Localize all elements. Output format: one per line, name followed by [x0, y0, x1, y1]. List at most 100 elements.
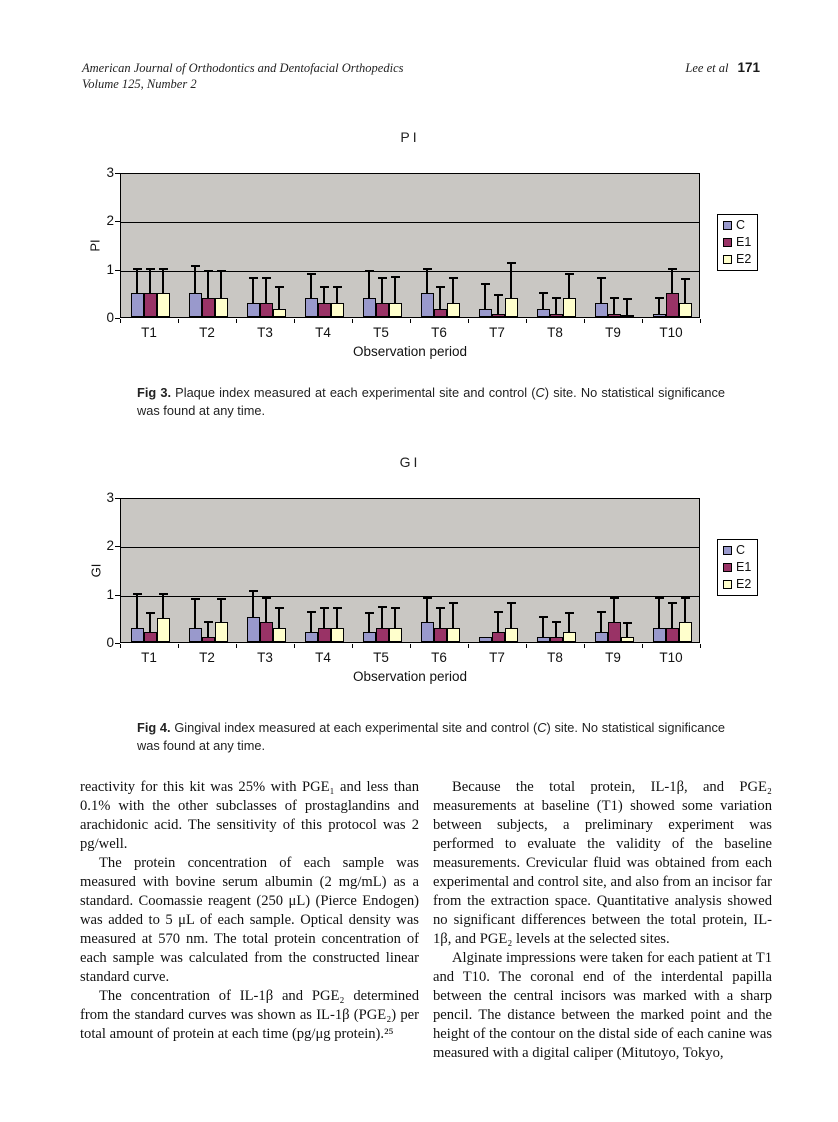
bar-E2-T2	[214, 297, 228, 317]
x-category-label: T8	[547, 650, 563, 665]
error-bar-cap	[248, 590, 258, 593]
error-bar-E1-T7	[497, 612, 499, 633]
x-tick-mark	[642, 319, 643, 323]
y-axis-label: PI	[87, 238, 103, 252]
error-bar-E1-T10	[671, 603, 673, 628]
journal-info: American Journal of Orthodontics and Den…	[82, 60, 404, 92]
bar-E2-T4	[330, 302, 344, 317]
error-bar-E1-T2	[207, 621, 209, 638]
body-paragraph: Because the total protein, IL-1β, and PG…	[433, 779, 772, 947]
x-category-label: T1	[141, 650, 157, 665]
error-bar-E1-T9	[613, 297, 615, 314]
error-bar-cap	[422, 596, 432, 599]
bar-C-T4	[304, 632, 318, 642]
error-bar-E1-T3	[265, 278, 267, 303]
legend-label: E2	[736, 577, 752, 591]
y-tick-label: 3	[106, 165, 114, 180]
bar-C-T4	[304, 297, 318, 317]
error-bar-E1-T6	[439, 608, 441, 628]
error-bar-cap	[132, 267, 142, 270]
error-bar-cap	[377, 277, 387, 280]
y-tick-label: 1	[106, 261, 114, 277]
y-axis-label: GI	[88, 563, 104, 577]
figure-4-caption-text-end: ) site. No statistical significance was …	[137, 720, 725, 753]
legend-entry-C: C	[723, 219, 751, 232]
error-bar-cap	[319, 607, 329, 610]
x-axis-label: Observation period	[352, 669, 468, 684]
x-category-label: T6	[431, 325, 447, 340]
x-tick-mark	[526, 319, 527, 323]
y-tick-label: 3	[106, 490, 114, 505]
bar-E2-T8	[562, 632, 576, 642]
error-bar-C-T6	[426, 268, 428, 293]
bar-E2-T1	[156, 292, 170, 317]
legend-label: C	[736, 218, 746, 232]
bar-E2-T3	[272, 308, 286, 317]
figure-3-caption: Fig 3. Plaque index measured at each exp…	[137, 384, 725, 419]
error-bar-E1-T6	[439, 287, 441, 309]
y-tick-label: 2	[106, 213, 114, 229]
error-bar-cap	[448, 602, 458, 605]
error-bar-cap	[564, 612, 574, 614]
bar-C-T9	[594, 632, 608, 642]
bar-C-T7	[478, 308, 492, 317]
gridline	[121, 595, 699, 597]
error-bar-cap	[667, 267, 677, 270]
error-bar-cap	[261, 596, 271, 599]
x-tick-mark	[410, 319, 411, 323]
legend-label: E1	[736, 235, 752, 249]
y-tick-mark	[115, 498, 120, 499]
x-category-label: T2	[199, 650, 215, 665]
x-category-label: T2	[199, 325, 215, 340]
figure-4-caption-italic: C	[537, 720, 547, 735]
bar-C-T5	[362, 297, 376, 317]
page-number: 171	[737, 60, 760, 75]
chart-title: PI	[400, 129, 420, 145]
error-bar-cap	[319, 286, 329, 289]
error-bar-cap	[274, 607, 284, 610]
error-bar-cap	[448, 277, 458, 280]
bar-E2-T3	[272, 627, 286, 642]
bar-C-T2	[188, 292, 202, 317]
error-bar-E1-T4	[323, 287, 325, 303]
error-bar-E2-T2	[220, 598, 222, 622]
x-category-label: T10	[659, 325, 683, 340]
error-bar-E2-T9	[626, 622, 628, 638]
x-category-label: T1	[141, 325, 157, 340]
error-bar-C-T2	[194, 266, 196, 293]
x-tick-mark	[352, 644, 353, 648]
bar-E2-T9	[620, 314, 634, 317]
bar-C-T2	[188, 627, 202, 642]
error-bar-cap	[332, 286, 342, 289]
error-bar-E1-T7	[497, 295, 499, 314]
error-bar-C-T1	[136, 593, 138, 628]
error-bar-E2-T6	[452, 278, 454, 303]
error-bar-cap	[680, 596, 690, 599]
journal-title: American Journal of Orthodontics and Den…	[82, 61, 404, 75]
bar-E1-T2	[201, 637, 215, 642]
legend-label: C	[736, 543, 746, 557]
x-tick-mark	[584, 644, 585, 648]
x-tick-mark	[236, 319, 237, 323]
x-tick-mark	[294, 644, 295, 648]
x-tick-mark	[468, 319, 469, 323]
error-bar-E1-T8	[555, 621, 557, 638]
y-tick-mark	[115, 546, 120, 548]
bar-E1-T6	[433, 308, 447, 317]
x-category-label: T3	[257, 650, 273, 665]
error-bar-cap	[680, 278, 690, 281]
bar-E1-T3	[259, 302, 273, 317]
error-bar-cap	[435, 607, 445, 610]
chart-legend: C E1 E2	[717, 539, 759, 596]
bar-E1-T7	[491, 313, 505, 317]
error-bar-cap	[158, 267, 168, 270]
bar-E1-T4	[317, 302, 331, 317]
x-tick-mark	[178, 319, 179, 323]
legend-swatch-E1	[723, 563, 732, 572]
x-axis-label: Observation period	[352, 344, 468, 359]
body-paragraph: The concentration of IL-1β and PGE₂ dete…	[80, 988, 419, 1042]
bar-E1-T8	[549, 313, 563, 317]
error-bar-cap	[248, 277, 258, 280]
error-bar-cap	[390, 276, 400, 279]
